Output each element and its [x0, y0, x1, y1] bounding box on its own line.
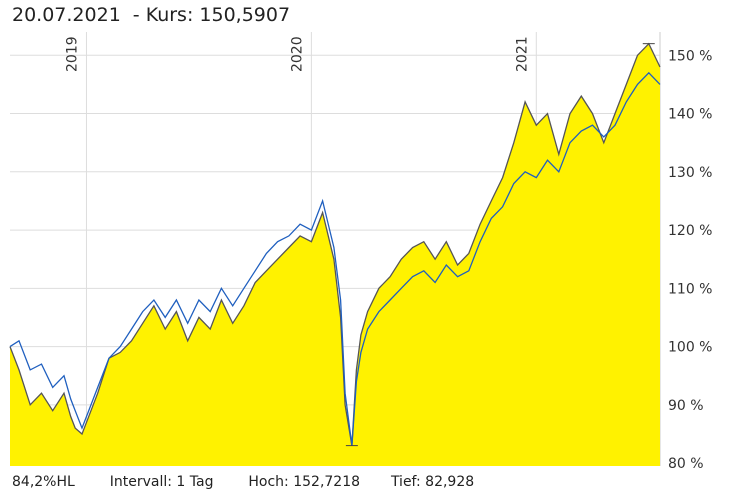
y-tick-label-5: 130 % — [668, 165, 712, 181]
hoch-label: Hoch: — [248, 474, 289, 490]
tief-label: Tief: — [390, 474, 421, 490]
chart-footer: 84,2%HL Intervall: 1 Tag Hoch: 152,7218 … — [12, 474, 474, 490]
y-tick-label-1: 90 % — [668, 398, 704, 414]
hoch-value: 152,7218 — [293, 474, 361, 490]
y-tick-label-3: 110 % — [668, 281, 712, 297]
x-axis: 2019 2020 2021 — [64, 36, 530, 72]
instrument-line — [9, 42, 661, 446]
x-tick-label-2: 2021 — [514, 36, 530, 72]
benchmark-line — [9, 71, 661, 446]
kurs-value: 150,5907 — [199, 4, 291, 26]
x-tick-label-1: 2020 — [289, 36, 305, 72]
intervall-value: 1 Tag — [176, 474, 214, 490]
instrument-area — [10, 43, 660, 466]
extreme-markers — [345, 43, 655, 447]
y-tick-label-4: 120 % — [668, 223, 712, 239]
date-label: 20.07.2021 — [12, 4, 121, 26]
hl-value: 84,2%HL — [12, 474, 75, 490]
y-tick-label-7: 150 % — [668, 48, 712, 64]
y-axis: 80 % 90 % 100 % 110 % 120 % 130 % 140 % 150 % — [668, 48, 712, 472]
tief-value: 82,928 — [425, 474, 475, 490]
chart-series — [9, 42, 661, 466]
kurs-label: - Kurs: — [132, 4, 194, 26]
y-tick-label-2: 100 % — [668, 340, 712, 356]
y-tick-label-6: 140 % — [668, 107, 712, 123]
chart-header: 20.07.2021 - Kurs: 150,5907 — [12, 4, 290, 26]
intervall-label: Intervall: — [109, 474, 172, 490]
y-tick-label-0: 80 % — [668, 456, 704, 472]
x-tick-label-0: 2019 — [64, 36, 80, 72]
